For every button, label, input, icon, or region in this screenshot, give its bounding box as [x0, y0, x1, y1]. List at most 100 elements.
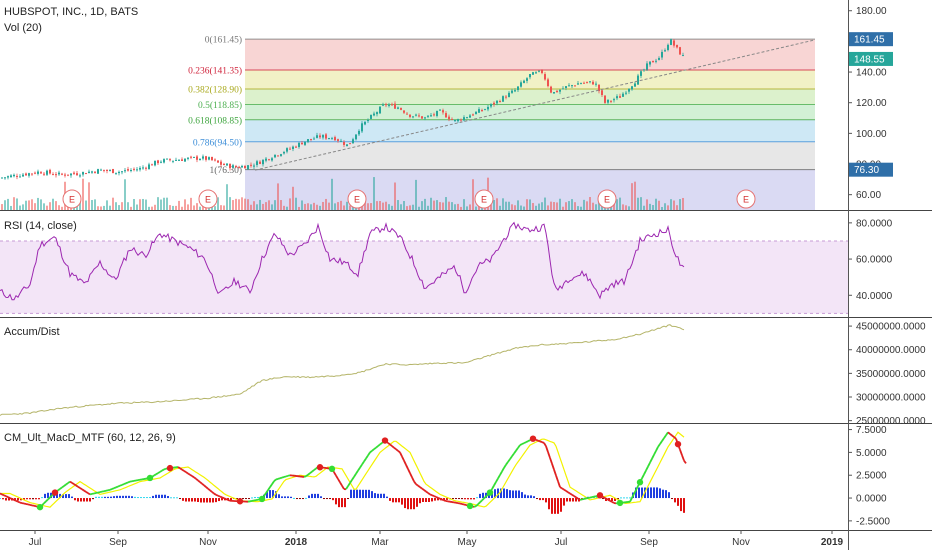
candle-body	[196, 156, 198, 160]
candle-body	[139, 167, 141, 170]
macd-histogram-bar	[395, 498, 397, 503]
macd-histogram-bar	[254, 496, 256, 499]
macd-title: CM_Ult_MacD_MTF (60, 12, 26, 9)	[4, 432, 176, 444]
macd-line-segment	[611, 501, 615, 504]
volume-bar	[331, 178, 333, 210]
candle-body	[445, 113, 447, 118]
macd-line-segment	[313, 467, 317, 471]
macd-histogram-bar	[422, 498, 424, 502]
macd-line-segment	[397, 450, 401, 454]
macd-line-segment	[201, 483, 205, 487]
candle-body	[592, 81, 594, 85]
candle-body	[49, 169, 51, 174]
macd-line-segment	[125, 481, 129, 485]
candle-body	[589, 81, 591, 83]
candle-body	[238, 167, 240, 169]
macd-line-segment	[607, 498, 611, 502]
macd-histogram-bar	[623, 497, 625, 499]
macd-cross-dot	[236, 498, 244, 505]
macd-line-segment	[435, 496, 439, 499]
candle-body	[322, 135, 324, 138]
candle-body	[463, 117, 465, 121]
candle-body	[235, 166, 237, 168]
volume-bar	[637, 197, 639, 210]
candle-body	[85, 173, 87, 175]
earnings-marker[interactable]	[597, 189, 617, 209]
fibonacci-retracement[interactable]: 0(161.45) 0.236(141.35) 0.382(128.90) 0.5(1…	[188, 35, 815, 210]
macd-histogram-bar	[464, 498, 466, 500]
volume-bar	[676, 205, 678, 210]
candle-body	[640, 71, 642, 76]
earnings-marker[interactable]	[198, 189, 218, 209]
macd-histogram-bar	[137, 497, 139, 499]
macd-line-segment	[499, 470, 503, 476]
price-badge[interactable]	[849, 162, 893, 177]
candle-body	[130, 170, 132, 172]
accum-dist-panel[interactable]	[0, 324, 685, 416]
candle-body	[421, 116, 423, 119]
earnings-marker[interactable]	[347, 189, 367, 209]
macd-histogram-bar	[38, 498, 40, 500]
volume-bar	[376, 201, 378, 210]
volume-bar	[289, 198, 291, 210]
macd-histogram-bar	[683, 498, 685, 513]
macd-histogram-bar	[365, 489, 367, 499]
candle-body	[424, 117, 426, 119]
candle-body	[631, 86, 633, 90]
candle-body	[58, 172, 60, 175]
volume-bar	[559, 198, 561, 210]
macd-line-segment	[651, 454, 655, 460]
macd-line-segment	[645, 466, 649, 471]
macd-histogram-bar	[131, 496, 133, 499]
macd-line-segment	[333, 471, 337, 477]
earnings-marker[interactable]	[474, 189, 494, 209]
macd-histogram-bar	[257, 496, 259, 499]
candle-body	[415, 114, 417, 116]
scale-tick-label: 45000000.0000	[856, 322, 926, 333]
macd-line-segment	[373, 446, 377, 450]
trend-line[interactable]	[254, 39, 816, 171]
macd-line-segment	[211, 491, 215, 495]
macd-histogram-bar	[206, 498, 208, 503]
price-badge[interactable]	[849, 32, 893, 47]
macd-line-segment	[667, 431, 671, 435]
macd-histogram-bar	[59, 493, 61, 499]
volume-bar	[193, 205, 195, 210]
rsi-panel[interactable]	[0, 221, 848, 314]
macd-histogram-bar	[641, 487, 643, 499]
macd-histogram-bar	[242, 498, 244, 500]
volume-bar	[82, 178, 84, 210]
candle-body	[289, 148, 291, 150]
time-axis[interactable]: Jul Sep Nov 2018 Mar May Jul Sep Nov 2019	[29, 530, 844, 548]
volume-bar	[61, 206, 63, 210]
price-badge-label: 148.55	[854, 54, 885, 65]
price-scale[interactable]: 180.00160.00140.00120.00100.0080.0060.00…	[848, 6, 926, 527]
macd-histogram-bar	[401, 498, 403, 505]
macd-cross-dot	[36, 503, 44, 511]
macd-histogram-bar	[230, 498, 232, 501]
scale-tick-label: 7.5000	[856, 425, 887, 436]
macd-histogram-bar	[296, 498, 298, 500]
macd-histogram-bar	[188, 498, 190, 502]
macd-histogram-bar	[344, 498, 346, 508]
macd-histogram-bar	[569, 498, 571, 502]
macd-histogram-bar	[95, 496, 97, 499]
volume-bar	[469, 204, 471, 210]
macd-histogram-bar	[536, 498, 538, 500]
macd-line-segment	[393, 446, 397, 450]
macd-panel[interactable]	[0, 431, 687, 514]
time-tick-label: Sep	[640, 537, 658, 548]
macd-histogram-bar	[143, 497, 145, 499]
macd-line-segment	[377, 443, 381, 447]
earnings-marker[interactable]	[736, 189, 756, 209]
scale-tick-label: 120.00	[856, 98, 887, 109]
macd-line-segment	[3, 494, 7, 498]
earnings-marker[interactable]	[62, 189, 82, 209]
macd-line-segment	[119, 484, 123, 487]
candle-body	[19, 176, 21, 178]
volume-bar	[286, 206, 288, 210]
macd-line-segment	[159, 469, 163, 473]
price-badge[interactable]	[849, 51, 893, 66]
volume-bar	[526, 199, 528, 210]
